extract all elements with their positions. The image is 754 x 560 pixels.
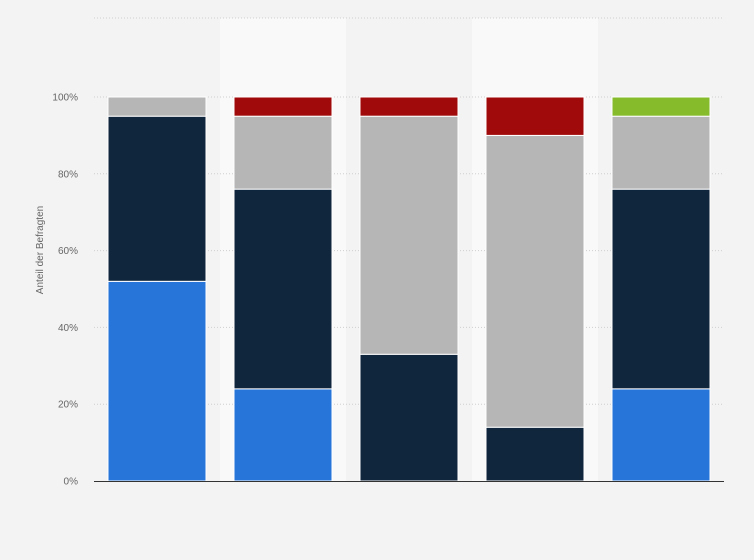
bar-stack[interactable] <box>611 96 711 482</box>
bar-segment-4[interactable] <box>233 96 333 117</box>
bar-stack[interactable] <box>359 96 459 482</box>
bar-segment-3[interactable] <box>107 96 207 117</box>
y-tick-label: 40% <box>58 323 78 334</box>
y-tick-label: 0% <box>64 477 79 488</box>
bar-segment-2[interactable] <box>485 426 585 482</box>
y-tick-labels: 0% 20% 40% 60% 80% 100% <box>52 93 78 488</box>
bar-segment-3[interactable] <box>485 134 585 428</box>
bar-segment-4[interactable] <box>359 96 459 117</box>
y-tick-label: 20% <box>58 400 78 411</box>
bar-segment-3[interactable] <box>611 115 711 190</box>
bar-segment-2[interactable] <box>233 188 333 390</box>
bar-segment-3[interactable] <box>359 115 459 355</box>
bar-segment-3[interactable] <box>233 115 333 190</box>
y-tick-label: 80% <box>58 169 78 180</box>
bar-segment-1[interactable] <box>611 388 711 482</box>
bar-segment-5[interactable] <box>611 96 711 117</box>
bar-stack[interactable] <box>233 96 333 482</box>
y-tick-label: 60% <box>58 246 78 257</box>
bar-segment-1[interactable] <box>233 388 333 482</box>
bars <box>107 96 711 482</box>
bar-segment-1[interactable] <box>107 280 207 482</box>
bar-segment-2[interactable] <box>107 115 207 282</box>
bar-segment-4[interactable] <box>485 96 585 136</box>
bar-segment-2[interactable] <box>359 353 459 482</box>
bar-segment-2[interactable] <box>611 188 711 390</box>
y-axis-title: Anteil der Befragten <box>35 206 46 294</box>
y-tick-label: 100% <box>52 93 78 104</box>
bar-stack[interactable] <box>107 96 207 482</box>
bar-stack[interactable] <box>485 96 585 482</box>
